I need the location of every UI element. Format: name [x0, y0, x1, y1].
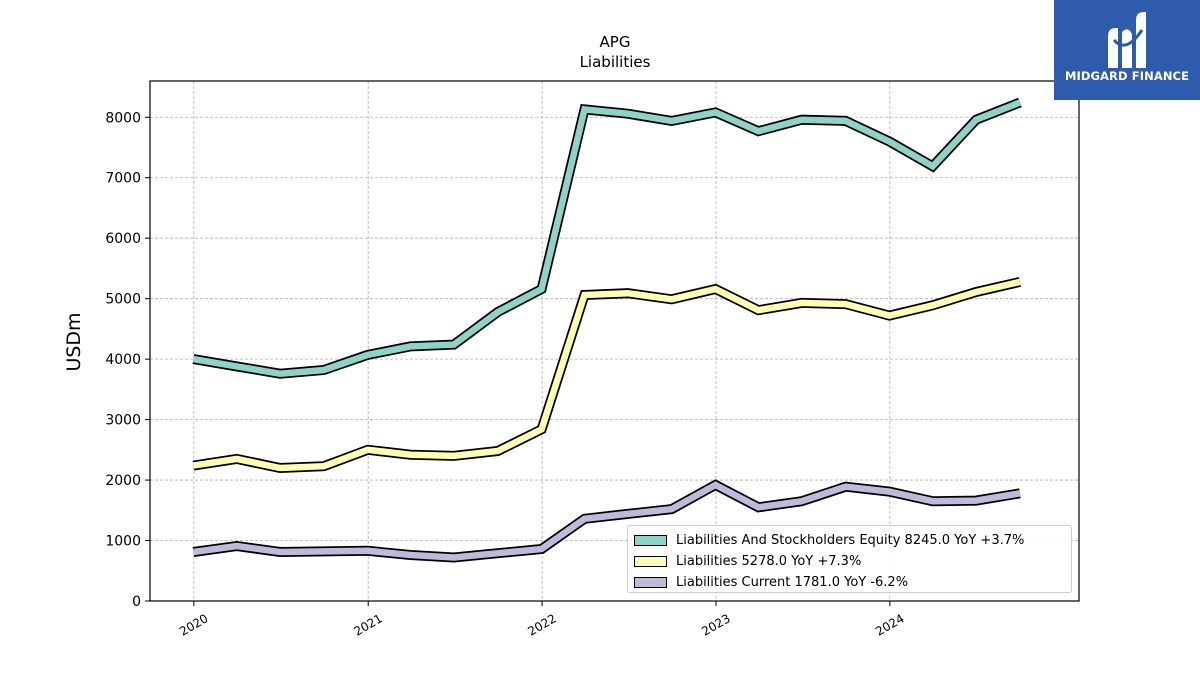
x-tick-label: 2024: [873, 611, 906, 638]
y-tick-label: 8000: [105, 110, 141, 126]
brand-logo: MIDGARD FINANCE: [1054, 0, 1200, 100]
y-tick-label: 3000: [105, 413, 141, 429]
midgard-logo-icon: [1108, 12, 1146, 68]
legend-item: Liabilities 5278.0 YoY +7.3%: [634, 551, 1065, 572]
x-tick-label: 2023: [699, 611, 732, 638]
brand-name: MIDGARD FINANCE: [1064, 69, 1190, 83]
x-tick-label: 2022: [525, 611, 558, 638]
series-line: [192, 278, 1021, 472]
series-lines: [192, 97, 1022, 563]
y-tick-label: 1000: [105, 534, 141, 550]
series-line: [192, 99, 1022, 377]
y-tick-label: 7000: [105, 171, 141, 187]
legend-swatch: [634, 535, 667, 546]
legend-label: Liabilities And Stockholders Equity 8245…: [676, 533, 1025, 548]
y-tick-label: 0: [132, 594, 141, 610]
chart-title: APG: [600, 33, 631, 51]
y-tick-label: 5000: [105, 292, 141, 308]
legend-item: Liabilities Current 1781.0 YoY -6.2%: [634, 572, 1065, 593]
y-tick-label: 4000: [105, 352, 141, 368]
legend-label: Liabilities Current 1781.0 YoY -6.2%: [676, 575, 909, 590]
legend-swatch: [634, 556, 667, 567]
grid: [150, 81, 1079, 602]
legend-item: Liabilities And Stockholders Equity 8245…: [634, 530, 1065, 551]
x-tick-label: 2020: [177, 611, 210, 638]
chart-subtitle: Liabilities: [580, 53, 651, 71]
legend-swatch: [634, 577, 667, 588]
legend: Liabilities And Stockholders Equity 8245…: [627, 525, 1072, 593]
legend-label: Liabilities 5278.0 YoY +7.3%: [676, 554, 862, 569]
x-tick-label: 2021: [351, 611, 384, 638]
y-axis-label: USDm: [63, 312, 85, 371]
axes: 0 1000 2000 3000 4000 5000 6000 7000 8000 2020 202…: [105, 110, 906, 638]
y-tick-label: 2000: [105, 473, 141, 489]
plot-frame: [149, 80, 1080, 602]
y-tick-label: 6000: [105, 231, 141, 247]
series-line: [192, 481, 1021, 561]
